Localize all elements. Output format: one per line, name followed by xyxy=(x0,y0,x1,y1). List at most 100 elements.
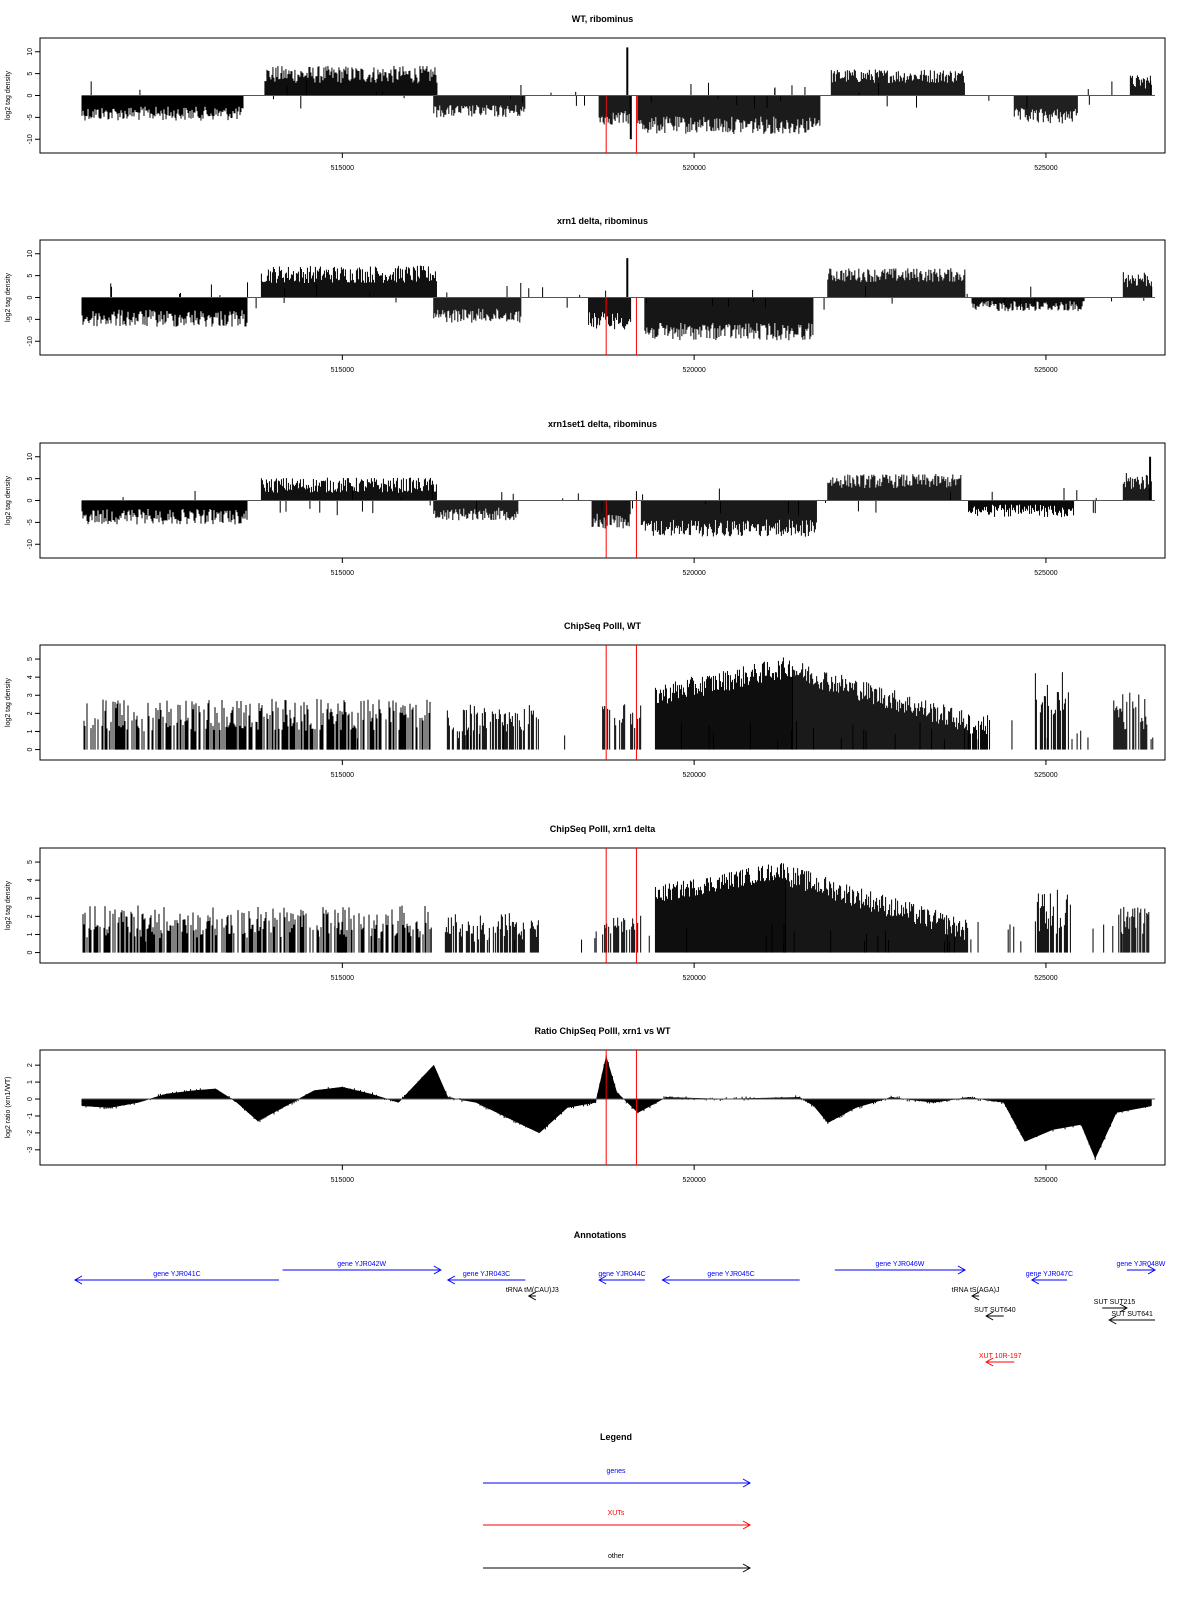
feature-gene: gene YJR046W xyxy=(834,1261,967,1275)
x-tick-label: 525000 xyxy=(1034,1177,1057,1184)
y-tick-label: 5 xyxy=(27,274,34,278)
panel-title: ChipSeq PolII, xrn1 delta xyxy=(550,824,657,834)
series-bars xyxy=(83,657,1154,750)
feature-gene: gene YJR044C xyxy=(598,1271,646,1285)
y-tick-label: 0 xyxy=(27,93,34,97)
x-tick-label: 520000 xyxy=(682,570,705,577)
strand-arrow xyxy=(527,1291,537,1301)
panel-title: ChipSeq PolII, WT xyxy=(564,621,641,631)
y-axis-label: log2 tag density xyxy=(5,475,12,525)
y-tick-label: 10 xyxy=(27,453,34,461)
y-tick-label: 0 xyxy=(27,498,34,502)
feature-other: SUT SUT640 xyxy=(974,1307,1016,1321)
feature-gene: gene YJR045C xyxy=(661,1271,800,1285)
panel-title: xrn1set1 delta, ribominus xyxy=(548,419,657,429)
panel-5: ChipSeq PolII, xrn1 delta log2 tag densit… xyxy=(5,824,1166,982)
y-tick-label: -2 xyxy=(27,1130,34,1136)
strand-arrow xyxy=(433,1265,442,1275)
x-tick-label: 525000 xyxy=(1034,570,1057,577)
y-tick-label: 10 xyxy=(27,250,34,258)
feature-other: tRNA tM(CAU)J3 xyxy=(506,1287,559,1301)
panel-title: Ratio ChipSeq PolII, xrn1 vs WT xyxy=(534,1026,671,1036)
series-bars xyxy=(81,456,1152,537)
x-tick-label: 520000 xyxy=(682,1177,705,1184)
y-tick-label: 5 xyxy=(27,477,34,481)
plot-frame xyxy=(39,644,1166,761)
y-tick-label: 1 xyxy=(27,729,34,733)
y-tick-label: 3 xyxy=(27,693,34,697)
y-tick-label: 3 xyxy=(27,896,34,900)
y-tick-label: 2 xyxy=(27,1063,34,1067)
y-axis-label: log2 tag density xyxy=(5,880,12,930)
strand-arrow xyxy=(73,1275,83,1285)
strand-arrow xyxy=(1030,1275,1040,1285)
y-tick-label: -10 xyxy=(27,539,34,549)
x-tick-label: 515000 xyxy=(331,772,354,779)
y-tick-label: -5 xyxy=(27,519,34,525)
panel-3: xrn1set1 delta, ribominus log2 tag densit… xyxy=(5,419,1166,577)
strand-arrow xyxy=(985,1311,994,1321)
feature-gene: gene YJR041C xyxy=(73,1271,280,1285)
strand-arrow xyxy=(957,1265,967,1275)
panel-4: ChipSeq PolII, WT log2 tag density 0 1 2 3 4 5 5… xyxy=(5,621,1166,779)
feature-gene: gene YJR048W xyxy=(1116,1261,1166,1275)
panel-title: xrn1 delta, ribominus xyxy=(557,216,648,226)
y-tick-label: 1 xyxy=(27,932,34,936)
y-tick-label: 0 xyxy=(27,295,34,299)
x-tick-label: 520000 xyxy=(682,772,705,779)
feature-other: SUT SUT215 xyxy=(1094,1299,1135,1313)
y-tick-label: 4 xyxy=(27,878,34,882)
y-tick-label: 10 xyxy=(27,48,34,56)
feature-other: tRNA tS(AGA)J xyxy=(952,1287,1000,1301)
annotations-panel: Annotations gene YJR041C gene YJR042W gene … xyxy=(73,1230,1166,1367)
y-tick-label: 5 xyxy=(27,860,34,864)
feature-label: tRNA tM(CAU)J3 xyxy=(506,1287,559,1294)
strand-arrow xyxy=(661,1275,670,1285)
x-tick-label: 515000 xyxy=(331,570,354,577)
feature-label: gene YJR047C xyxy=(1026,1271,1073,1278)
feature-label: gene YJR044C xyxy=(598,1271,645,1278)
strand-arrow xyxy=(446,1275,456,1285)
x-tick-label: 520000 xyxy=(682,975,705,982)
y-tick-label: -10 xyxy=(27,336,34,346)
x-tick-label: 525000 xyxy=(1034,367,1057,374)
y-tick-label: 5 xyxy=(27,72,34,76)
x-tick-label: 525000 xyxy=(1034,772,1057,779)
x-tick-label: 525000 xyxy=(1034,165,1057,172)
y-axis-label: log2 tag density xyxy=(5,272,12,322)
feature-gene: gene YJR043C xyxy=(446,1271,526,1285)
feature-label: SUT SUT640 xyxy=(974,1307,1016,1314)
y-tick-label: 0 xyxy=(27,951,34,955)
panel-1: WT, ribominus log2 tag density -10 -5 0 5 10 51… xyxy=(5,14,1166,172)
y-tick-label: -5 xyxy=(27,114,34,120)
ratio-area xyxy=(81,1055,1152,1159)
strand-arrow xyxy=(1119,1303,1128,1313)
feature-label: gene YJR045C xyxy=(707,1271,754,1278)
annotations-title: Annotations xyxy=(574,1230,627,1240)
y-tick-label: 1 xyxy=(27,1080,34,1084)
y-tick-label: 2 xyxy=(27,914,34,918)
y-tick-label: -1 xyxy=(27,1113,34,1119)
strand-arrow xyxy=(971,1291,980,1301)
feature-label: gene YJR046W xyxy=(875,1261,924,1268)
feature-label: gene YJR048W xyxy=(1116,1261,1165,1268)
x-tick-label: 515000 xyxy=(331,975,354,982)
panel-6: Ratio ChipSeq PolII, xrn1 vs WT log2 rati… xyxy=(5,1026,1166,1184)
y-axis-label: log2 ratio (xrn1/WT) xyxy=(5,1077,12,1139)
x-tick-label: 520000 xyxy=(682,165,705,172)
x-tick-label: 515000 xyxy=(331,1177,354,1184)
x-tick-label: 515000 xyxy=(331,165,354,172)
y-tick-label: 4 xyxy=(27,675,34,679)
feature-label: tRNA tS(AGA)J xyxy=(952,1287,1000,1294)
plot-frame xyxy=(39,847,1166,964)
x-tick-label: 515000 xyxy=(331,367,354,374)
y-tick-label: -5 xyxy=(27,316,34,322)
feature-gene: gene YJR042W xyxy=(282,1261,442,1275)
y-tick-label: 2 xyxy=(27,711,34,715)
panel-2: xrn1 delta, ribominus log2 tag density -10… xyxy=(5,216,1166,374)
strand-arrow xyxy=(598,1275,607,1285)
series-bars xyxy=(81,258,1153,341)
x-tick-label: 520000 xyxy=(682,367,705,374)
feature-gene: gene YJR047C xyxy=(1026,1271,1073,1285)
